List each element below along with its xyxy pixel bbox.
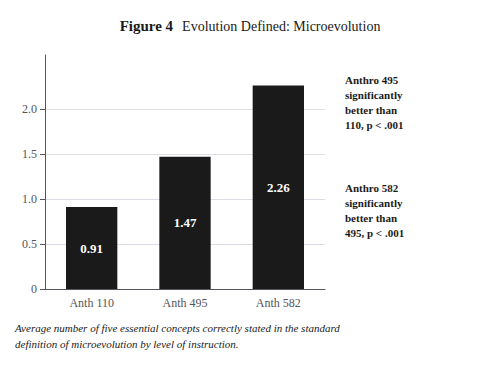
svg-text:1.47: 1.47 [174, 215, 197, 230]
svg-text:0: 0 [31, 282, 37, 296]
svg-text:Anth 582: Anth 582 [256, 296, 301, 310]
svg-text:Average number of five essenti: Average number of five essential concept… [14, 322, 340, 334]
svg-text:0.5: 0.5 [22, 237, 37, 251]
svg-text:definition of microevolution b: definition of microevolution by level of… [15, 338, 239, 350]
svg-text:significantly: significantly [345, 197, 403, 209]
svg-text:2.0: 2.0 [22, 102, 37, 116]
svg-text:Anth 110: Anth 110 [69, 296, 114, 310]
svg-text:0.91: 0.91 [80, 241, 103, 256]
svg-text:better than: better than [345, 104, 397, 116]
svg-text:Anthro 495: Anthro 495 [345, 74, 399, 86]
svg-text:Evolution Defined: Microevolut: Evolution Defined: Microevolution [182, 19, 380, 34]
svg-text:significantly: significantly [345, 89, 403, 101]
svg-text:Anth 495: Anth 495 [163, 296, 208, 310]
svg-text:110, p < .001: 110, p < .001 [345, 119, 404, 131]
svg-text:Figure 4: Figure 4 [120, 18, 174, 34]
svg-text:1.5: 1.5 [22, 147, 37, 161]
svg-text:1.0: 1.0 [22, 192, 37, 206]
svg-text:495, p < .001: 495, p < .001 [345, 227, 404, 239]
svg-text:2.26: 2.26 [267, 180, 290, 195]
svg-text:Anthro 582: Anthro 582 [345, 182, 399, 194]
svg-text:better than: better than [345, 212, 397, 224]
